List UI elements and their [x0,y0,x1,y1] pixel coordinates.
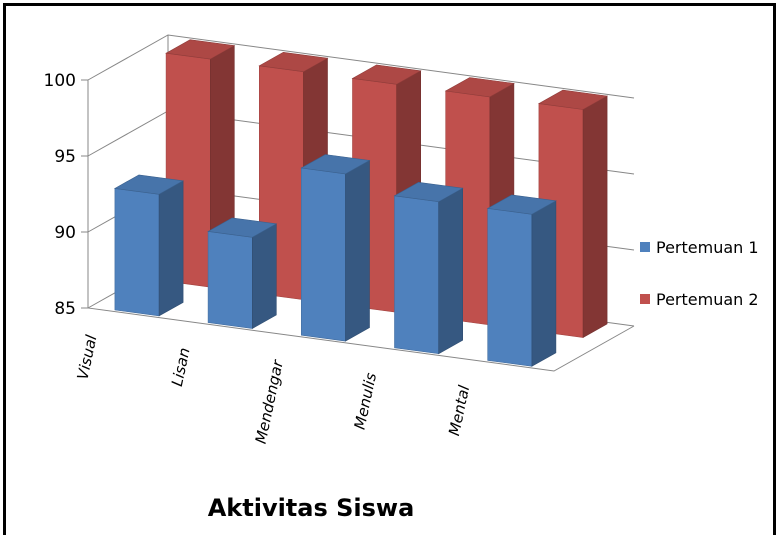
category-label: Mendengar [252,358,287,446]
bar-side-face [582,95,608,339]
bar-0-3 [393,181,464,355]
bar-side-face [345,159,370,342]
chart-frame: 85 90 95 100 Visual Lisan Mendengar Menulis Men… [3,3,776,535]
bar-top-face [300,154,371,175]
y-tick-label: 85 [54,299,76,319]
bar-top-face [207,217,278,238]
bar-side-face [438,187,464,355]
bar-side-face [158,180,184,317]
legend-swatch [640,294,650,304]
legend-label: Pertemuan 1 [656,238,759,257]
bar-top-face [351,64,422,85]
bar-0-4 [486,194,557,367]
bar-0-2 [300,154,371,342]
category-label: Mental [445,383,473,437]
category-label: Lisan [168,346,194,388]
y-tick-label: 95 [54,147,76,167]
bar-0-1 [207,217,278,330]
floor-edge [87,80,635,372]
legend-item: Pertemuan 2 [640,290,759,309]
bar-front-face [394,195,440,355]
bar-side-face [252,223,277,330]
bar-top-face [537,89,609,110]
legend-swatch [640,242,650,252]
bar-top-face [258,51,329,73]
bar-0-0 [113,174,185,317]
x-axis-title: Aktivitas Siswa [208,494,415,522]
bar-front-face [114,188,160,317]
legend: Pertemuan 1 Pertemuan 2 [640,238,759,309]
legend-item: Pertemuan 1 [640,238,759,257]
bar-top-face [113,174,185,195]
category-label: Menulis [351,371,381,431]
bar-front-face [487,208,533,367]
bar-top-face [393,181,464,203]
bar-top-face [486,194,557,215]
y-axis-ticks: 85 90 95 100 [44,71,88,319]
y-tick-label: 100 [44,71,76,91]
bar-front-face [300,167,346,342]
legend-label: Pertemuan 2 [656,290,759,309]
bar-top-face [165,39,236,60]
gridline [87,34,635,99]
category-label: Visual [74,333,101,382]
bar-side-face [531,200,557,367]
bar-top-face [444,77,515,98]
bars [113,39,609,367]
y-tick-label: 90 [54,223,76,243]
chart-svg: 85 90 95 100 Visual Lisan Mendengar Menulis Men… [44,34,759,522]
bar-front-face [207,231,253,329]
